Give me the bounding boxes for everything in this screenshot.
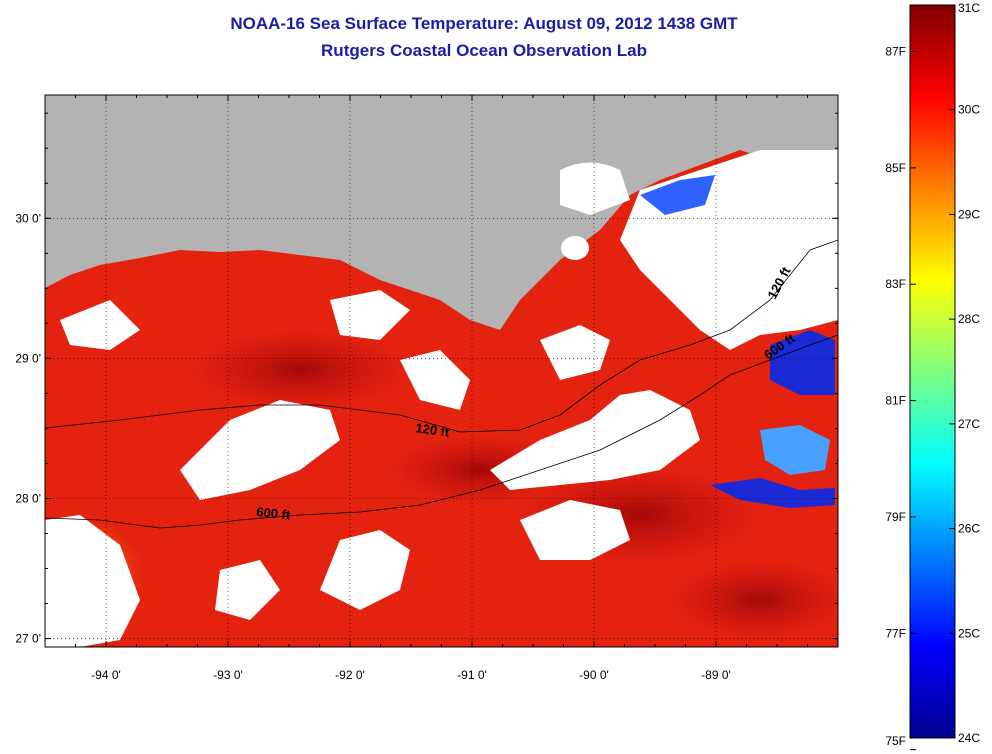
hot-water-patch xyxy=(190,330,410,410)
cloud-cover xyxy=(560,162,630,215)
map-subtitle: Rutgers Coastal Ocean Observation Lab xyxy=(321,41,647,60)
y-tick-label: 27 0' xyxy=(15,632,41,646)
contour-label: 600 ft xyxy=(256,504,292,523)
colorbar-label-c: 24C xyxy=(958,731,980,745)
x-tick-label: -89 0' xyxy=(701,668,731,682)
colorbar-label-f: 81F xyxy=(885,394,906,408)
x-tick-label: -94 0' xyxy=(91,668,121,682)
colorbar-ticks: 31C 30C 29C 28C 27C 26C 25C 24C 87F 85F 83F 81F 79F 7… xyxy=(885,1,980,751)
cloud-cover xyxy=(320,530,410,610)
axis-ticks: -94 0' -93 0' -92 0' -91 0' -90 0' -89 0' 27 0… xyxy=(15,95,839,682)
cloud-cover xyxy=(540,325,610,380)
cloud-cover xyxy=(215,560,280,620)
cloud-cover xyxy=(180,400,340,500)
colorbar-label-c: 26C xyxy=(958,522,980,536)
grid-lines xyxy=(45,95,838,647)
y-tick-label: 29 0' xyxy=(15,351,41,365)
colorbar-label-c: 31C xyxy=(958,1,980,15)
colorbar-label-c: 25C xyxy=(958,626,980,640)
contour-600ft xyxy=(45,334,838,529)
cloud-cover xyxy=(60,300,140,350)
colorbar xyxy=(909,4,956,739)
y-tick-label: 30 0' xyxy=(15,211,41,225)
colorbar-label-f: 79F xyxy=(885,510,906,524)
contour-120ft xyxy=(45,239,838,433)
x-tick-label: -92 0' xyxy=(335,668,365,682)
cloud-cover xyxy=(400,350,470,410)
cool-water-patch xyxy=(640,175,715,215)
colorbar-label-f: 83F xyxy=(885,277,906,291)
cloud-cover xyxy=(490,390,700,490)
cloud-cover xyxy=(561,236,589,260)
colorbar-label-f: 85F xyxy=(885,161,906,175)
land-mass xyxy=(45,95,838,330)
hot-water-patch xyxy=(670,560,838,640)
cloud-cover xyxy=(520,500,630,560)
cool-water-patch xyxy=(770,330,835,395)
x-tick-label: -91 0' xyxy=(457,668,487,682)
x-tick-label: -93 0' xyxy=(213,668,243,682)
colorbar-label-c: 27C xyxy=(958,417,980,431)
sst-field xyxy=(45,95,838,647)
cloud-cover xyxy=(45,515,140,647)
contour-label: 120 ft xyxy=(415,420,451,440)
colorbar-label-f: 77F xyxy=(885,626,906,640)
colorbar-label-c: 28C xyxy=(958,312,980,326)
colorbar-label-c: 29C xyxy=(958,207,980,221)
cool-water-patch xyxy=(710,478,835,508)
cool-water-patch xyxy=(760,425,830,475)
colorbar-label-f: 75F xyxy=(885,734,906,748)
colorbar-label-f: 87F xyxy=(885,45,906,59)
map-title: NOAA-16 Sea Surface Temperature: August … xyxy=(230,14,738,33)
x-tick-label: -90 0' xyxy=(579,668,609,682)
y-tick-label: 28 0' xyxy=(15,491,41,505)
colorbar-label-c: 30C xyxy=(958,103,980,117)
